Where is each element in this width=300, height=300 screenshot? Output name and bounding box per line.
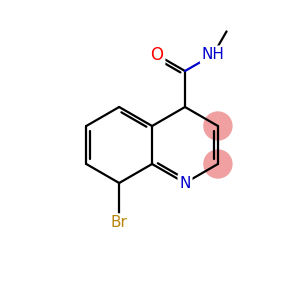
Text: Br: Br bbox=[111, 215, 128, 230]
Text: NH: NH bbox=[202, 47, 224, 62]
Circle shape bbox=[204, 112, 232, 140]
Text: O: O bbox=[150, 46, 164, 64]
Text: N: N bbox=[179, 176, 191, 190]
Circle shape bbox=[204, 150, 232, 178]
